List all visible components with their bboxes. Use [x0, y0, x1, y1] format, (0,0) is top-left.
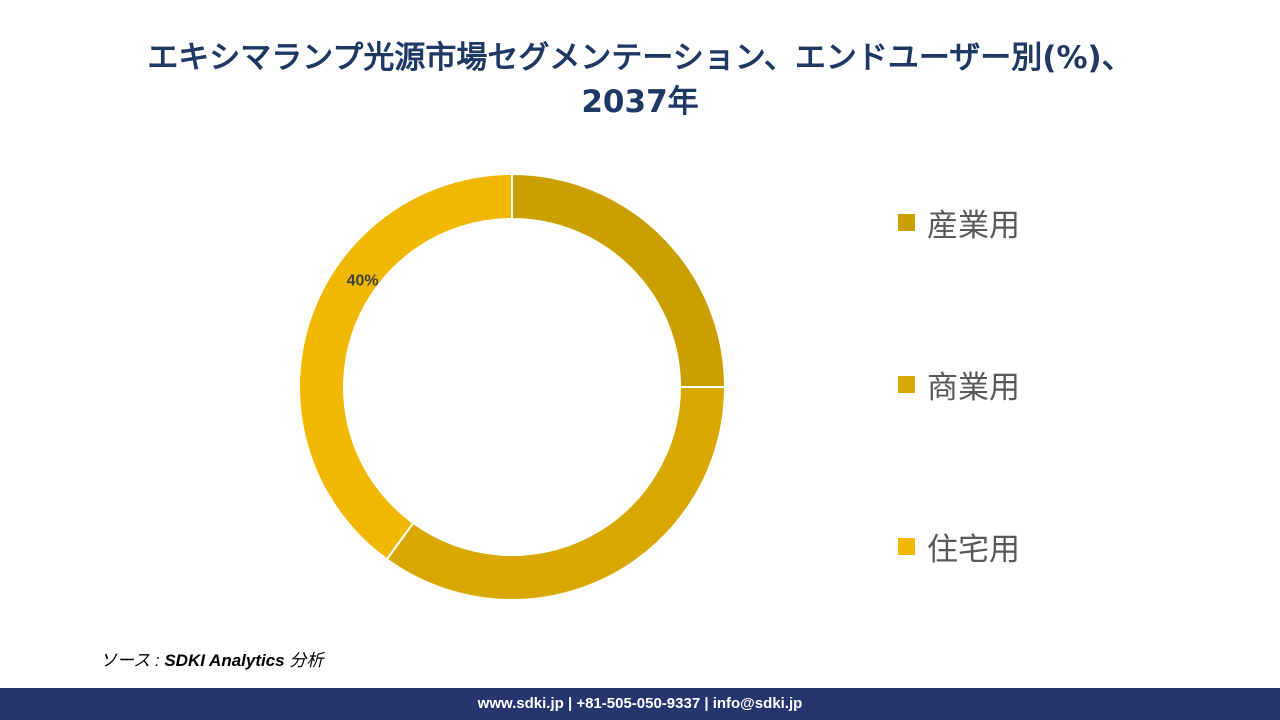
source-prefix: ソース :	[100, 651, 165, 670]
source-suffix: 分析	[284, 651, 324, 670]
source-name: SDKI Analytics	[164, 651, 285, 670]
legend-swatch	[898, 213, 915, 231]
chart-legend: 産業用 商業用 住宅用	[898, 200, 1020, 568]
legend-item-3: 住宅用	[898, 524, 1020, 568]
data-label-3: 40%	[347, 273, 379, 290]
legend-label: 産業用	[927, 207, 1020, 244]
legend-label: 住宅用	[927, 531, 1020, 568]
legend-swatch	[898, 375, 915, 393]
legend-item-1: 産業用	[898, 200, 1020, 244]
chart-title-line2: 2037年	[581, 84, 699, 120]
legend-item-2: 商業用	[898, 362, 1020, 406]
footer-bar: www.sdki.jp | +81-505-050-9337 | info@sd…	[0, 688, 1280, 720]
source-note: ソース : SDKI Analytics 分析	[100, 646, 323, 671]
legend-label: 商業用	[927, 369, 1020, 406]
legend-swatch	[898, 537, 915, 555]
donut-slice-2	[385, 386, 727, 601]
chart-title: エキシマランプ光源市場セグメンテーション、エンドユーザー別(%)、 2037年	[40, 36, 1240, 124]
donut-slice-3	[298, 172, 513, 561]
footer-contact: www.sdki.jp | +81-505-050-9337 | info@sd…	[477, 695, 803, 712]
chart-title-line1: エキシマランプ光源市場セグメンテーション、エンドユーザー別(%)、	[147, 40, 1133, 76]
donut-slice-1	[511, 172, 727, 388]
